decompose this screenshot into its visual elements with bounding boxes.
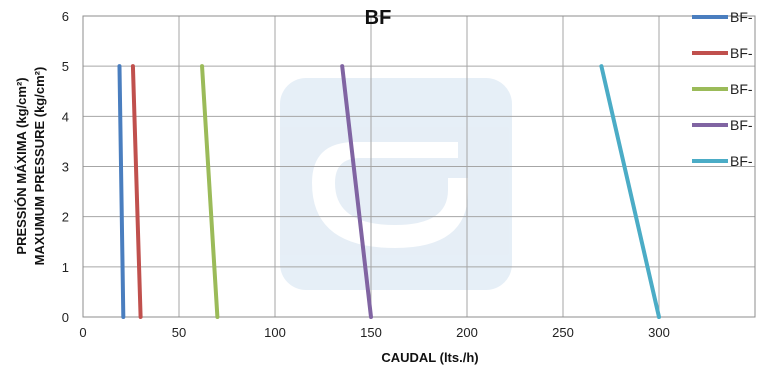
y-tick-label: 3 (62, 160, 69, 175)
legend: BF- BF- BF- BF- BF- (692, 9, 753, 169)
plot-area (82, 15, 756, 318)
x-tick-label: 300 (648, 325, 670, 340)
x-tick-label: 100 (264, 325, 286, 340)
y-axis-title-line-2: MAXUMUM PRESSURE (kg/cm²) (32, 67, 47, 266)
y-tick-label: 6 (62, 9, 69, 24)
x-tick-label: 200 (456, 325, 478, 340)
x-axis-ticks: 0 50 100 150 200 250 300 (79, 325, 669, 340)
y-tick-label: 5 (62, 59, 69, 74)
series-line-2 (130, 64, 143, 319)
legend-label-2: BF- (730, 45, 753, 61)
series-line-1 (117, 64, 126, 319)
chart-title: BF (365, 7, 392, 29)
y-axis-title-line-1: PRESSIÓN MÁXIMA (kg/cm²) (14, 77, 29, 254)
legend-label-1: BF- (730, 9, 753, 25)
series-line-5 (599, 64, 661, 319)
x-tick-label: 250 (552, 325, 574, 340)
series-line-3 (200, 64, 220, 319)
x-tick-label: 150 (360, 325, 382, 340)
grid (82, 15, 755, 318)
series-line-4 (340, 64, 373, 319)
y-axis-ticks: 0 1 2 3 4 5 6 (62, 9, 69, 325)
y-tick-label: 4 (62, 109, 69, 124)
watermark-logo (280, 78, 512, 290)
x-axis-title: CAUDAL (lts./h) (381, 350, 478, 365)
x-tick-label: 50 (172, 325, 186, 340)
legend-label-3: BF- (730, 81, 753, 97)
legend-label-5: BF- (730, 153, 753, 169)
y-tick-label: 0 (62, 310, 69, 325)
x-tick-label: 0 (79, 325, 86, 340)
y-tick-label: 1 (62, 260, 69, 275)
legend-label-4: BF- (730, 117, 753, 133)
series-lines (117, 64, 661, 319)
y-tick-label: 2 (62, 210, 69, 225)
